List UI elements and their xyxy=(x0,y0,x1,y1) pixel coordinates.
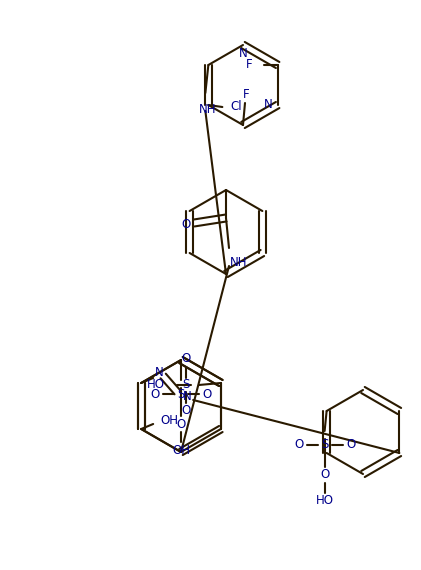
Text: HO: HO xyxy=(147,378,165,392)
Text: O: O xyxy=(181,405,190,417)
Text: N: N xyxy=(264,99,273,112)
Text: O: O xyxy=(346,438,355,451)
Text: O: O xyxy=(294,438,303,451)
Text: O: O xyxy=(203,388,212,401)
Text: O: O xyxy=(150,388,160,401)
Text: O: O xyxy=(176,417,186,430)
Text: OH: OH xyxy=(160,413,178,426)
Text: O: O xyxy=(181,218,191,231)
Text: N: N xyxy=(155,365,163,378)
Text: F: F xyxy=(242,88,249,100)
Text: F: F xyxy=(246,59,253,71)
Text: N: N xyxy=(183,389,192,402)
Text: HO: HO xyxy=(316,495,333,507)
Text: NH: NH xyxy=(199,103,216,116)
Text: S: S xyxy=(321,438,328,451)
Text: N: N xyxy=(239,47,248,60)
Text: OH: OH xyxy=(172,443,190,457)
Text: NH: NH xyxy=(230,256,248,269)
Text: S: S xyxy=(177,388,185,401)
Text: O: O xyxy=(181,352,190,365)
Text: Cl: Cl xyxy=(231,100,242,113)
Text: S: S xyxy=(182,378,189,392)
Text: O: O xyxy=(320,469,329,482)
